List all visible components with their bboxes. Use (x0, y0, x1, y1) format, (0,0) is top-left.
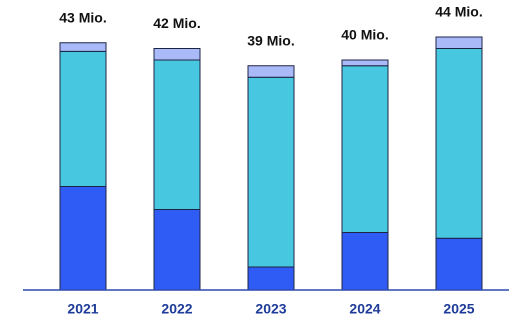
bar-segment (247, 76, 295, 268)
bar-segment (435, 237, 483, 291)
bar-segment (59, 42, 107, 52)
bar-segment (341, 232, 389, 291)
x-tick-label: 2023 (255, 301, 286, 317)
bar-segment (341, 65, 389, 233)
total-label: 44 Mio. (435, 4, 482, 20)
total-label: 43 Mio. (59, 9, 106, 25)
bar-segment (59, 50, 107, 187)
bar-segment (247, 65, 295, 78)
total-label: 42 Mio. (153, 15, 200, 31)
x-tick-label: 2025 (443, 301, 474, 317)
x-tick-label: 2021 (67, 301, 98, 317)
bar-segment (435, 48, 483, 239)
bar-segment (341, 59, 389, 67)
bar-segment (435, 36, 483, 49)
bar-segment (247, 266, 295, 291)
bar-segment (59, 186, 107, 291)
bar-segment (153, 209, 201, 291)
bar-segment (153, 59, 201, 210)
total-label: 40 Mio. (341, 27, 388, 43)
total-label: 39 Mio. (247, 32, 294, 48)
x-tick-label: 2024 (349, 301, 380, 317)
bar-segment (153, 48, 201, 61)
x-tick-label: 2022 (161, 301, 192, 317)
